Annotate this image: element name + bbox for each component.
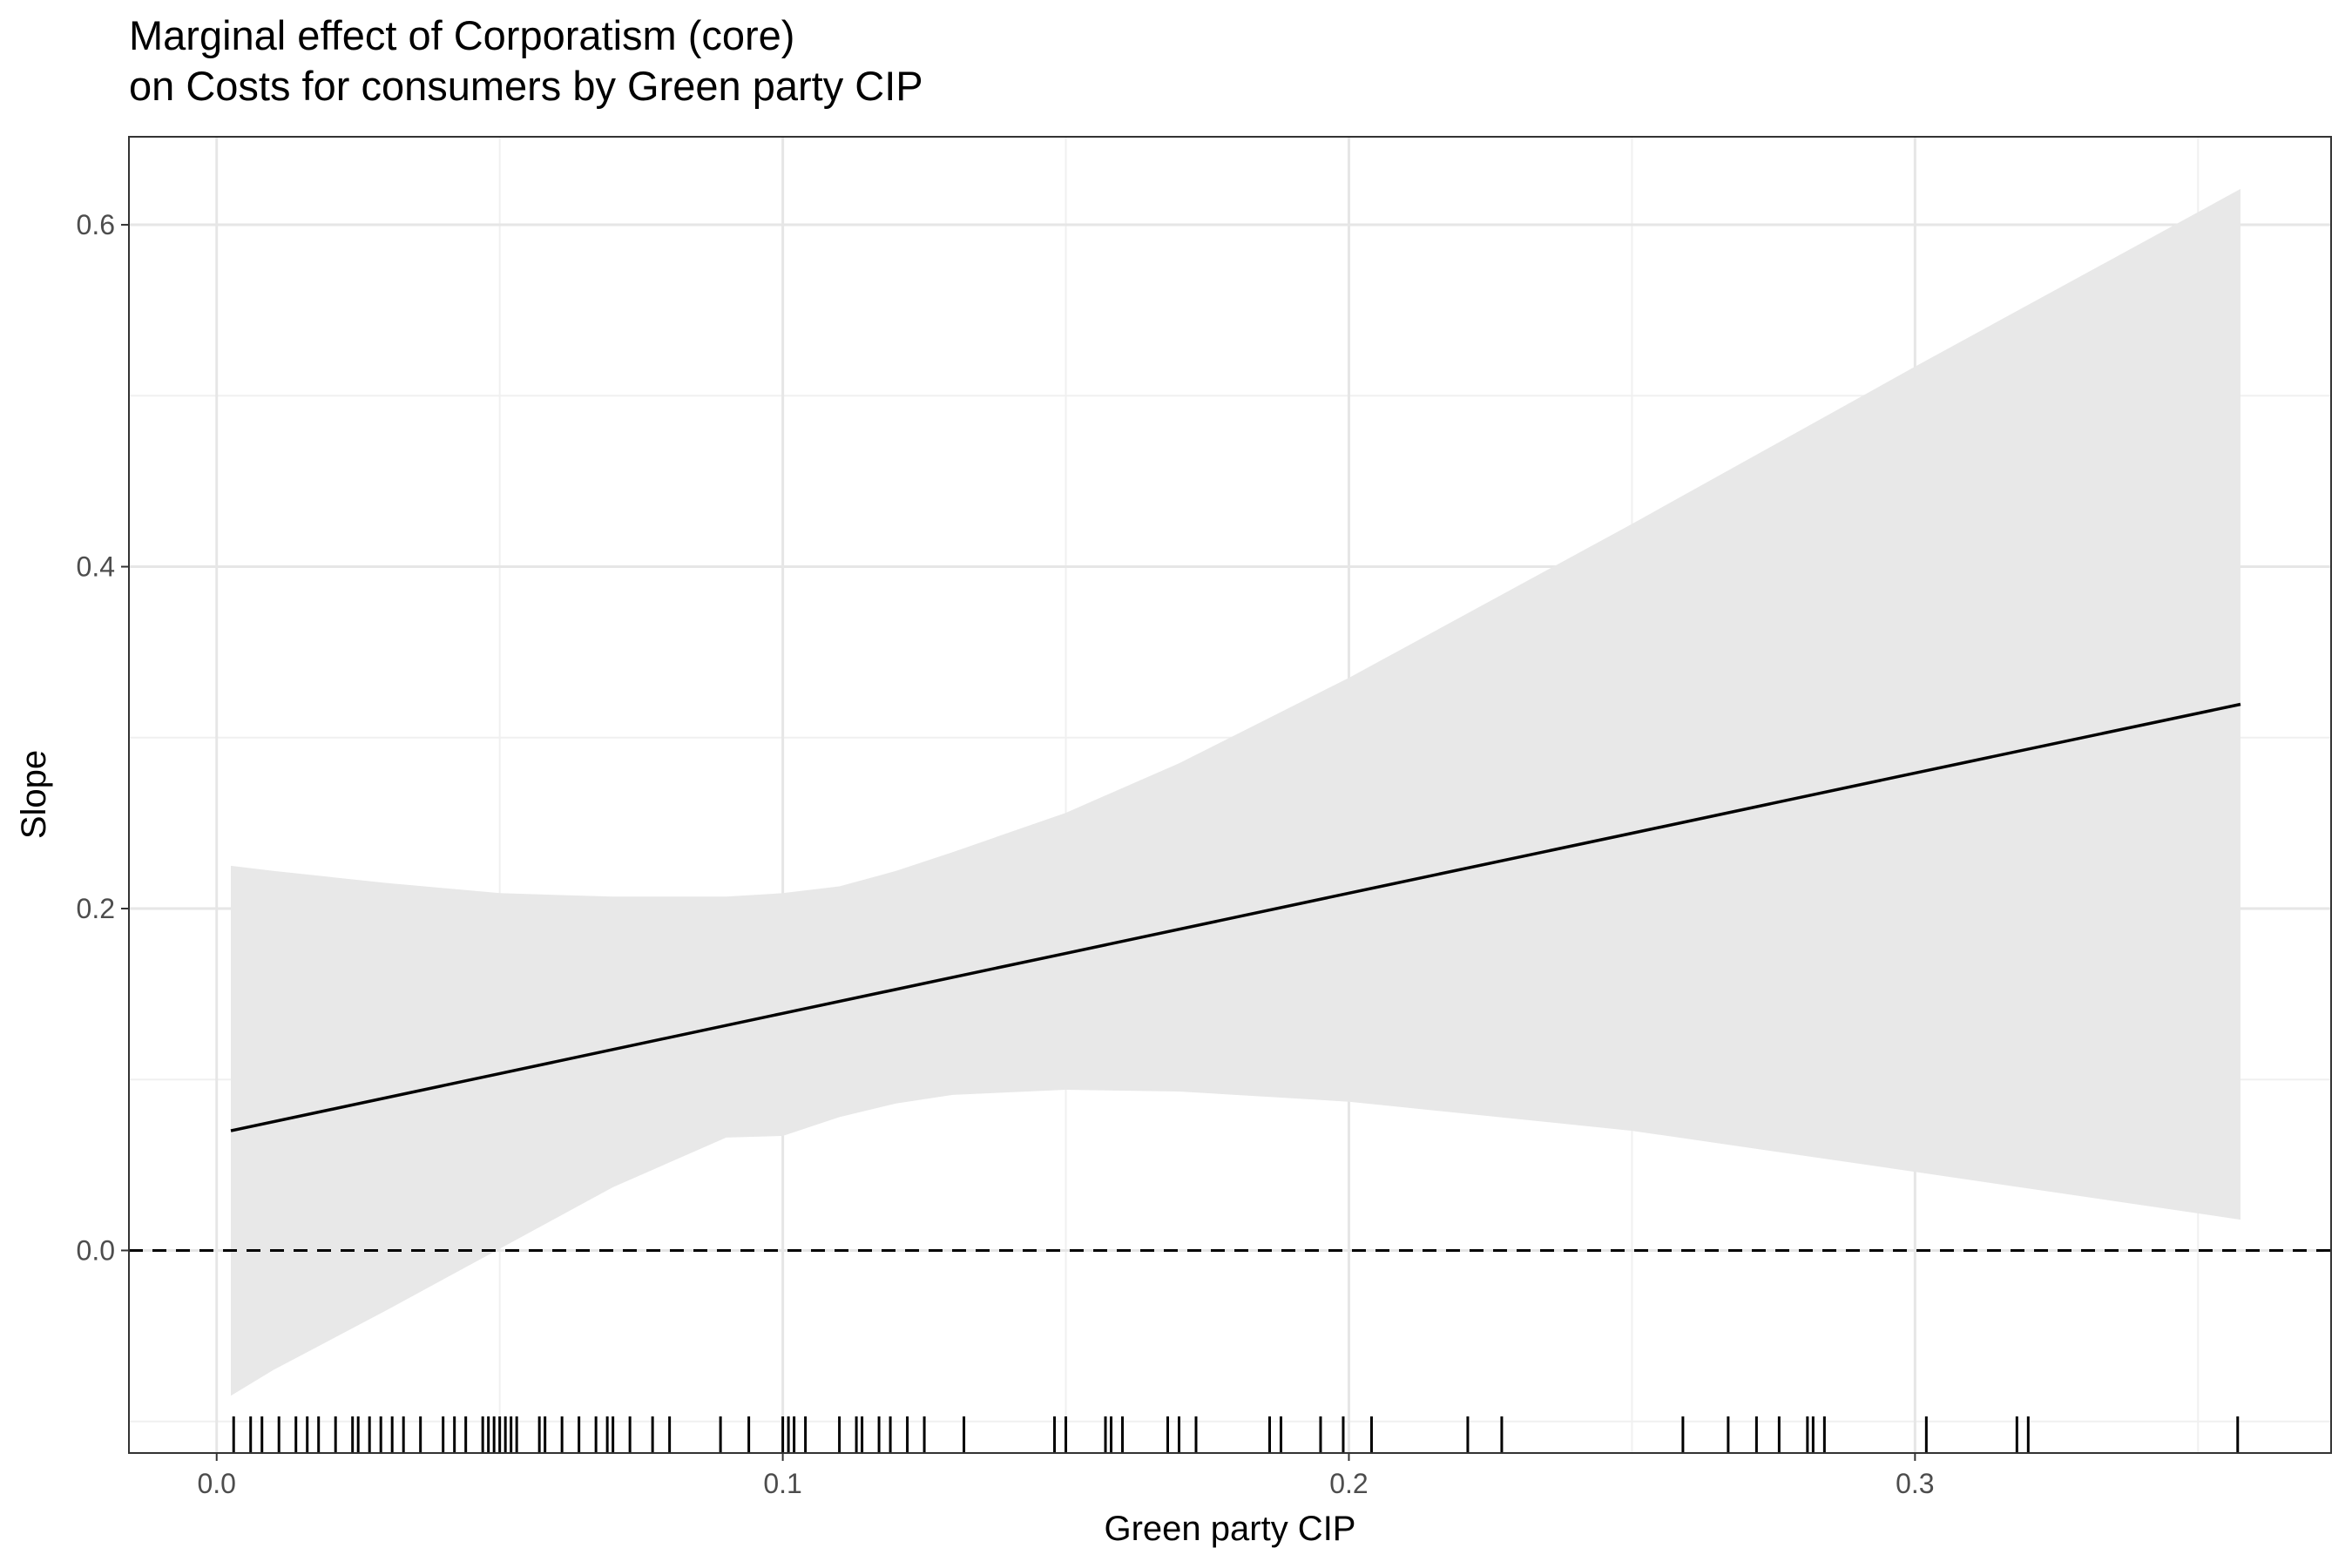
y-tick-label: 0.4 xyxy=(77,551,115,583)
y-tick-label: 0.2 xyxy=(77,893,115,924)
slope-line xyxy=(230,702,2241,1132)
confidence-band xyxy=(231,188,2240,1396)
x-tick-label: 0.1 xyxy=(763,1468,801,1499)
chart-title: Marginal effect of Corporatism (core) xyxy=(129,12,795,58)
x-tick-label: 0.3 xyxy=(1896,1468,1934,1499)
slope-series-line xyxy=(230,702,2241,1132)
y-axis: 0.0 0.2 0.4 0.6 xyxy=(77,209,129,1266)
x-tick-label: 0.2 xyxy=(1329,1468,1368,1499)
panel-border xyxy=(128,136,2332,1454)
confidence-band-area xyxy=(231,188,2240,1396)
rug-marks xyxy=(232,1416,2240,1453)
x-tick-label: 0.0 xyxy=(197,1468,235,1499)
y-axis-label: Slope xyxy=(15,750,53,839)
x-axis: 0.0 0.1 0.2 0.3 xyxy=(197,1453,1935,1499)
chart-subtitle: on Costs for consumers by Green party CI… xyxy=(129,63,923,109)
y-tick-label: 0.0 xyxy=(77,1234,115,1266)
x-axis-label: Green party CIP xyxy=(1104,1510,1355,1548)
y-tick-label: 0.6 xyxy=(77,209,115,240)
